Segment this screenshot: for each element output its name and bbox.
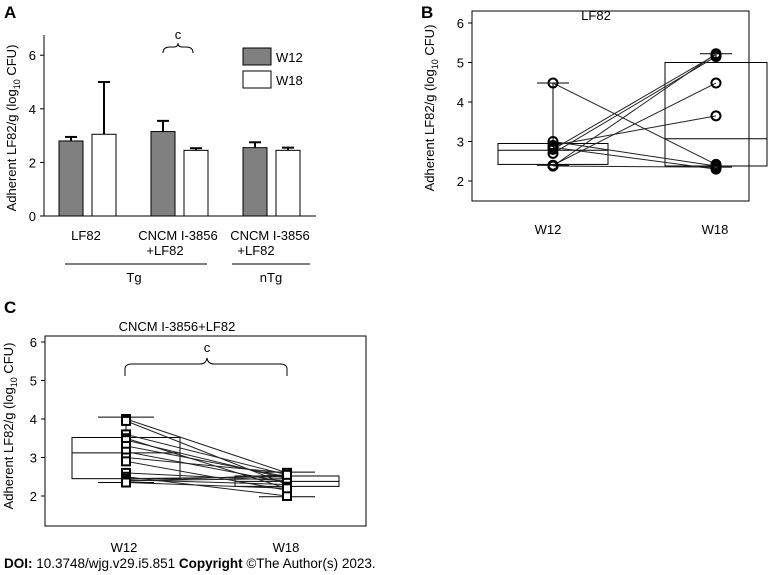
a-bar-w12 (150, 131, 176, 217)
c-y-tick-label: 6 (30, 335, 37, 350)
c-paired-line (125, 474, 288, 482)
a-y-tick-label: 0 (29, 209, 36, 224)
a-significance-label: c (175, 27, 182, 42)
copyright-label: Copyright (178, 556, 243, 571)
b-data-point (710, 48, 722, 60)
b-paired-line (552, 82, 717, 166)
a-bar-w18 (91, 133, 117, 217)
a-legend-label-w12: W12 (276, 50, 303, 65)
b-title: LF82 (581, 8, 611, 23)
b-y-tick-label: 5 (457, 56, 464, 71)
c-y-axis-label: Adherent LF82/g (log10 CFU) (1, 343, 19, 510)
b-data-point (710, 110, 722, 122)
a-significance-bracket (162, 42, 194, 54)
a-bar-w18 (275, 149, 301, 217)
b-data-point (547, 160, 559, 172)
c-x-label-w18: W18 (273, 540, 300, 555)
b-y-tick-label: 3 (457, 135, 464, 150)
c-data-point (121, 415, 131, 426)
a-group-label-tg: Tg (126, 270, 141, 285)
a-category-label-1: LF82 (71, 228, 101, 243)
c-paired-line (125, 445, 288, 478)
b-y-axis-label: Adherent LF82/g (log10 CFU) (422, 25, 440, 192)
c-significance-label: c (204, 340, 211, 355)
b-data-point (710, 161, 722, 173)
b-y-tick-label: 2 (457, 174, 464, 189)
c-paired-line (125, 439, 288, 480)
panel-c-letter: C (4, 298, 16, 317)
a-y-tick-label: 6 (29, 48, 36, 63)
b-paired-line (552, 53, 717, 167)
panel-a-letter: A (4, 3, 16, 22)
b-paired-line (552, 115, 717, 146)
a-bar-w12 (58, 140, 84, 217)
a-legend-swatch-w12 (242, 47, 272, 66)
copyright-value: ©The Author(s) 2023. (242, 556, 376, 571)
a-category-label-2-line1: CNCM I-3856 (138, 228, 217, 243)
b-data-point (547, 147, 559, 159)
c-paired-line (125, 420, 288, 485)
panel-a-bar-chart: 0 2 4 6 Adherent LF82/g (log10 CFU) c W12 W… (4, 27, 316, 285)
b-y-tick-label: 4 (457, 95, 464, 110)
panel-c-box-plot: 2 3 4 5 6 CNCM I-3856+LF82 Adherent LF82/g (… (1, 319, 367, 555)
b-plot-frame (471, 10, 750, 202)
a-legend-swatch-w18 (242, 70, 272, 89)
doi-value: 10.3748/wjg.v29.i5.851 (32, 556, 179, 571)
c-data-point (121, 456, 131, 467)
c-y-tick-label: 4 (30, 412, 37, 427)
b-data-point (547, 136, 559, 147)
c-data-point (282, 483, 292, 494)
b-paired-line (552, 165, 717, 168)
c-title: CNCM I-3856+LF82 (119, 319, 236, 334)
b-x-label-w18: W18 (702, 222, 729, 237)
c-plot-frame (44, 335, 367, 527)
c-x-label-w12: W12 (111, 540, 138, 555)
b-data-point (547, 77, 559, 89)
panel-b-box-plot: 2 3 4 5 6 LF82 Adherent LF82/g (log10 CFU) W… (422, 8, 768, 237)
b-paired-line (552, 141, 717, 167)
a-bar-w18 (183, 149, 209, 217)
c-data-point (121, 477, 131, 488)
b-data-point (547, 143, 559, 155)
a-legend-label-w18: W18 (276, 73, 303, 88)
a-y-tick-label: 2 (29, 155, 36, 170)
b-data-point (710, 77, 722, 89)
doi-label: DOI: (4, 556, 33, 571)
c-paired-line (125, 418, 288, 474)
a-category-label-2-line2: +LF82 (146, 243, 183, 258)
doi-footer: DOI: 10.3748/wjg.v29.i5.851 Copyright ©T… (4, 556, 376, 571)
a-category-label-3-line1: CNCM I-3856 (230, 228, 309, 243)
a-bar-w12 (242, 147, 268, 217)
c-paired-line (125, 460, 288, 491)
c-paired-line (125, 457, 288, 474)
c-paired-line (125, 433, 288, 476)
a-y-axis-label: Adherent LF82/g (log10 CFU) (4, 45, 22, 212)
a-group-label-ntg: nTg (260, 270, 282, 285)
c-significance-bracket (124, 357, 288, 376)
c-data-point (282, 469, 292, 480)
b-paired-line (552, 54, 717, 150)
panel-b-letter: B (421, 3, 433, 22)
c-paired-line (125, 482, 288, 489)
c-y-tick-label: 3 (30, 451, 37, 466)
a-y-tick-label: 4 (29, 102, 36, 117)
b-y-tick-label: 6 (457, 16, 464, 31)
c-y-tick-label: 2 (30, 489, 37, 504)
c-y-tick-label: 5 (30, 374, 37, 389)
b-x-label-w12: W12 (535, 222, 562, 237)
a-category-label-3-line2: +LF82 (237, 243, 274, 258)
